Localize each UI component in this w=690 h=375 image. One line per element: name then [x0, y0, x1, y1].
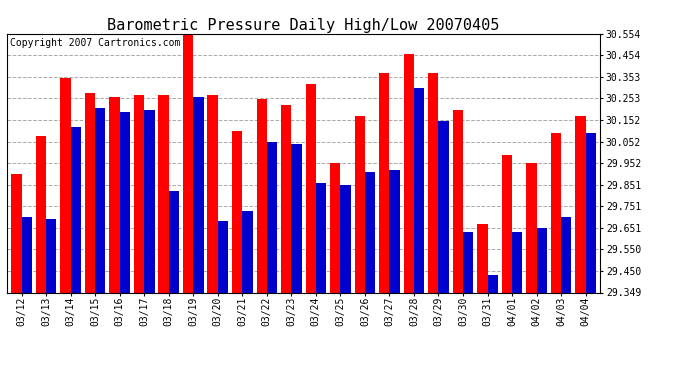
Bar [340, 185, 351, 292]
Bar [60, 78, 70, 292]
Bar [463, 232, 473, 292]
Bar [512, 232, 522, 292]
Bar [477, 224, 488, 292]
Bar [144, 110, 155, 292]
Bar [193, 97, 204, 292]
Bar [379, 73, 389, 292]
Bar [70, 127, 81, 292]
Text: Copyright 2007 Cartronics.com: Copyright 2007 Cartronics.com [10, 38, 180, 48]
Bar [134, 95, 144, 292]
Bar [389, 170, 400, 292]
Bar [526, 164, 537, 292]
Bar [257, 99, 267, 292]
Bar [502, 155, 512, 292]
Bar [119, 112, 130, 292]
Bar [365, 172, 375, 292]
Bar [46, 219, 57, 292]
Bar [438, 120, 449, 292]
Bar [488, 275, 497, 292]
Bar [21, 217, 32, 292]
Bar [316, 183, 326, 292]
Bar [355, 116, 365, 292]
Bar [561, 217, 571, 292]
Bar [183, 33, 193, 292]
Bar [11, 174, 21, 292]
Bar [169, 191, 179, 292]
Bar [575, 116, 586, 292]
Bar [414, 88, 424, 292]
Bar [291, 144, 302, 292]
Bar [537, 228, 547, 292]
Bar [428, 73, 438, 292]
Bar [453, 110, 463, 292]
Title: Barometric Pressure Daily High/Low 20070405: Barometric Pressure Daily High/Low 20070… [108, 18, 500, 33]
Bar [36, 135, 46, 292]
Bar [330, 164, 340, 292]
Bar [208, 95, 218, 292]
Bar [242, 211, 253, 292]
Bar [267, 142, 277, 292]
Bar [551, 134, 561, 292]
Bar [110, 97, 119, 292]
Bar [281, 105, 291, 292]
Bar [95, 108, 106, 292]
Bar [586, 134, 596, 292]
Bar [218, 221, 228, 292]
Bar [306, 84, 316, 292]
Bar [159, 95, 169, 292]
Bar [232, 131, 242, 292]
Bar [404, 54, 414, 292]
Bar [85, 93, 95, 292]
